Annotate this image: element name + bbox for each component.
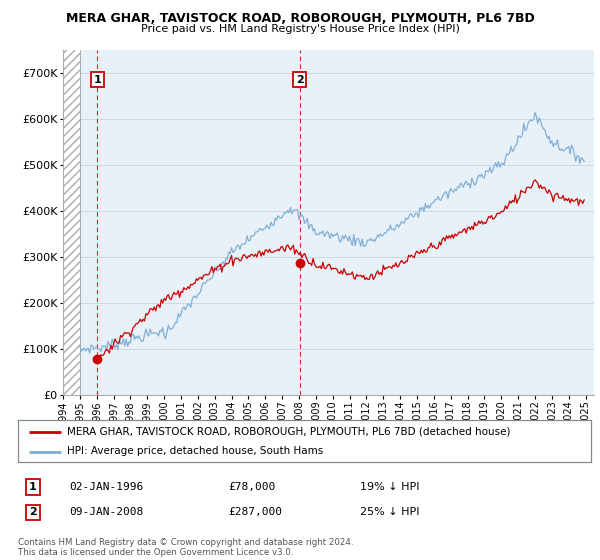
Bar — [63, 50, 80, 395]
Text: 1: 1 — [29, 482, 37, 492]
Text: 19% ↓ HPI: 19% ↓ HPI — [360, 482, 419, 492]
Text: 2: 2 — [296, 74, 304, 85]
Text: £287,000: £287,000 — [228, 507, 282, 517]
Text: HPI: Average price, detached house, South Hams: HPI: Average price, detached house, Sout… — [67, 446, 323, 456]
Text: MERA GHAR, TAVISTOCK ROAD, ROBOROUGH, PLYMOUTH, PL6 7BD (detached house): MERA GHAR, TAVISTOCK ROAD, ROBOROUGH, PL… — [67, 427, 510, 437]
Text: 2: 2 — [29, 507, 37, 517]
Text: 1: 1 — [94, 74, 101, 85]
Bar — [63, 50, 80, 395]
Text: £78,000: £78,000 — [228, 482, 275, 492]
Text: 25% ↓ HPI: 25% ↓ HPI — [360, 507, 419, 517]
Text: MERA GHAR, TAVISTOCK ROAD, ROBOROUGH, PLYMOUTH, PL6 7BD: MERA GHAR, TAVISTOCK ROAD, ROBOROUGH, PL… — [65, 12, 535, 25]
Text: 09-JAN-2008: 09-JAN-2008 — [69, 507, 143, 517]
Text: Contains HM Land Registry data © Crown copyright and database right 2024.
This d: Contains HM Land Registry data © Crown c… — [18, 538, 353, 557]
Text: Price paid vs. HM Land Registry's House Price Index (HPI): Price paid vs. HM Land Registry's House … — [140, 24, 460, 34]
Text: 02-JAN-1996: 02-JAN-1996 — [69, 482, 143, 492]
